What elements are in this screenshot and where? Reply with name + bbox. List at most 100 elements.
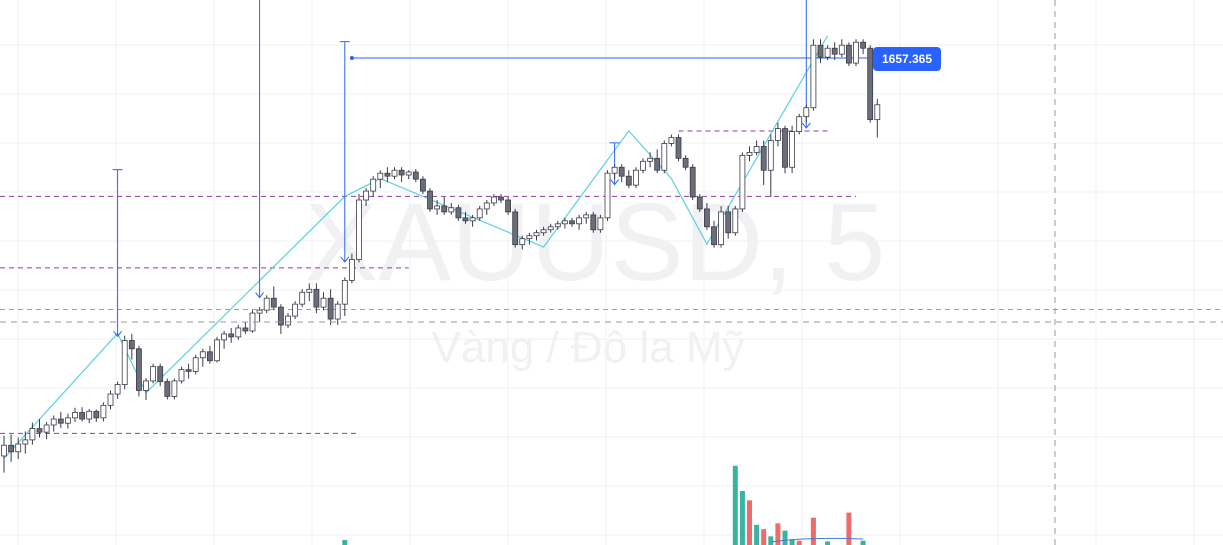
volume-bar xyxy=(796,540,802,545)
candle-body xyxy=(512,211,519,246)
candle-body xyxy=(277,306,284,326)
candle-body xyxy=(618,166,625,177)
candle-body xyxy=(583,214,590,219)
candle-body xyxy=(647,157,653,162)
measure-arrow xyxy=(340,256,350,263)
volume-bar xyxy=(754,524,760,545)
candle-body xyxy=(782,128,788,168)
candle-body xyxy=(1,444,7,457)
measure-arrow xyxy=(255,292,264,299)
candle-body xyxy=(633,169,639,186)
candle-body xyxy=(263,297,270,311)
candle-body xyxy=(711,226,717,246)
candle-body xyxy=(22,439,29,445)
volume-bar xyxy=(789,539,795,545)
candle-body xyxy=(505,199,512,213)
candle-body xyxy=(640,160,646,171)
candle-body xyxy=(206,351,213,362)
candle-body xyxy=(199,351,206,359)
candle-body xyxy=(221,333,228,341)
candle-body xyxy=(50,418,57,426)
candle-body xyxy=(654,157,661,171)
zigzag-line xyxy=(3,35,829,459)
candle-body xyxy=(398,169,405,176)
candle-body xyxy=(625,175,632,186)
price-projection-anchor xyxy=(349,56,354,60)
candle-body xyxy=(285,315,291,326)
candle-body xyxy=(242,327,249,332)
candle-body xyxy=(455,207,462,219)
candle-body xyxy=(753,146,760,153)
volume-bar xyxy=(860,540,866,545)
price-label: 1657.365 xyxy=(873,47,941,71)
candle-body xyxy=(292,303,299,317)
candle-body xyxy=(363,190,370,201)
candle-body xyxy=(526,235,533,240)
candle-body xyxy=(704,208,710,228)
candle-body xyxy=(562,220,568,225)
candle-body xyxy=(327,297,334,320)
candle-body xyxy=(739,154,746,210)
volume-bar xyxy=(768,536,774,545)
candle-body xyxy=(164,381,171,397)
candle-body xyxy=(796,116,803,132)
candle-body xyxy=(732,208,739,234)
candle-body xyxy=(135,348,142,391)
candle-body xyxy=(178,369,185,382)
candle-body xyxy=(256,309,263,314)
candle-body xyxy=(121,340,128,385)
candle-body xyxy=(128,340,135,350)
candle-body xyxy=(803,107,810,118)
candle-body xyxy=(391,169,398,177)
candle-body xyxy=(370,178,377,192)
volume-bar xyxy=(732,465,738,545)
candle-body xyxy=(533,232,540,237)
candle-body xyxy=(79,412,85,420)
candle-body xyxy=(171,380,178,397)
horizontal-levels xyxy=(0,130,1223,434)
volume-bar xyxy=(761,529,767,545)
volume-bar xyxy=(775,523,781,545)
symbol-watermark: XAUUSD, 5 Vàng / Đô la Mỹ xyxy=(305,181,886,372)
volume-bar xyxy=(782,530,788,545)
candle-body xyxy=(611,166,618,174)
candle-body xyxy=(604,172,611,219)
candle-body xyxy=(100,404,107,419)
candle-body xyxy=(689,166,696,198)
candle-body xyxy=(150,366,157,382)
candle-body xyxy=(86,410,93,420)
candle-body xyxy=(668,137,675,144)
candle-body xyxy=(185,369,192,372)
candle-body xyxy=(235,327,242,338)
candle-body xyxy=(43,424,50,433)
candle-body xyxy=(838,44,845,55)
candle-body xyxy=(810,44,817,109)
candle-body xyxy=(441,205,448,213)
candle-body xyxy=(434,205,441,210)
volume-bar xyxy=(342,539,348,545)
candle-body xyxy=(384,172,391,177)
candle-body xyxy=(72,412,78,419)
volume-bars xyxy=(342,465,866,545)
candle-body xyxy=(405,171,412,176)
candle-body xyxy=(725,211,732,234)
candle-body xyxy=(874,104,881,121)
candle-body xyxy=(114,384,121,395)
volume-bar xyxy=(825,541,831,545)
price-label-badge xyxy=(873,47,941,71)
candlesticks xyxy=(1,39,881,473)
candle-body xyxy=(576,217,582,225)
candle-body xyxy=(36,428,43,433)
candle-body xyxy=(817,44,824,58)
candle-body xyxy=(661,143,668,171)
zigzag-indicator xyxy=(3,35,829,459)
watermark-description: Vàng / Đô la Mỹ xyxy=(431,323,744,372)
volume-bar xyxy=(739,491,745,545)
candle-body xyxy=(675,137,682,159)
candle-body xyxy=(320,297,327,308)
candle-body xyxy=(29,428,36,441)
candle-body xyxy=(192,357,199,372)
candle-body xyxy=(824,47,831,58)
measure-arrow xyxy=(113,330,122,338)
